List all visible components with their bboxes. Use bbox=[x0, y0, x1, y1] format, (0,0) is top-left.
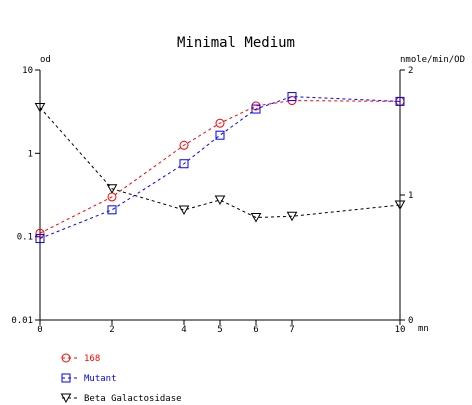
legend-marker-mutant bbox=[61, 373, 71, 383]
data-point-beta-galactosidase bbox=[394, 200, 406, 211]
x-tick-label: 5 bbox=[217, 325, 222, 335]
legend-marker-beta-galactosidase bbox=[60, 393, 72, 404]
legend-label-beta-galactosidase: Beta Galactosidase bbox=[84, 394, 182, 404]
chart-title: Minimal Medium bbox=[177, 35, 295, 51]
legend-marker-168 bbox=[61, 353, 71, 363]
x-tick-label: 0 bbox=[37, 325, 42, 335]
y-left-tick-label: 0.1 bbox=[17, 233, 33, 243]
data-point-168 bbox=[35, 228, 45, 238]
data-point-beta-galactosidase bbox=[250, 213, 262, 223]
legend: 168 Mutant Beta Galactosidase bbox=[60, 353, 182, 404]
data-point-mutant bbox=[179, 159, 189, 169]
data-point-mutant bbox=[287, 92, 297, 102]
legend-label-mutant: Mutant bbox=[84, 374, 117, 384]
data-point-mutant bbox=[215, 130, 225, 140]
data-point-beta-galactosidase bbox=[214, 195, 226, 206]
x-tick-label: 7 bbox=[289, 325, 294, 335]
series-line-mutant bbox=[39, 96, 401, 239]
x-tick-label: 2 bbox=[109, 325, 114, 335]
data-point-beta-galactosidase bbox=[34, 103, 46, 113]
legend-label-168: 168 bbox=[84, 354, 100, 364]
y-left-axis-label: od bbox=[40, 55, 51, 65]
x-axis-unit-label: mn bbox=[418, 324, 429, 334]
x-tick-label: 10 bbox=[395, 325, 406, 335]
x-tick-label: 6 bbox=[253, 325, 258, 335]
data-point-mutant bbox=[35, 234, 45, 244]
y-right-axis-label: nmole/min/OD bbox=[400, 55, 465, 65]
data-point-mutant bbox=[107, 205, 117, 215]
y-right-tick-label: 1 bbox=[408, 191, 413, 201]
data-point-mutant bbox=[251, 104, 261, 114]
data-point-beta-galactosidase bbox=[178, 205, 190, 216]
data-point-168 bbox=[179, 140, 189, 150]
y-left-tick-label: 0.01 bbox=[11, 316, 33, 326]
data-point-beta-galactosidase bbox=[286, 211, 298, 222]
y-left-tick-label: 10 bbox=[22, 66, 33, 76]
data-point-168 bbox=[215, 118, 225, 128]
y-right-tick-label: 2 bbox=[408, 66, 413, 76]
x-tick-label: 4 bbox=[181, 325, 186, 335]
series-line-168 bbox=[39, 100, 401, 234]
data-point-mutant bbox=[395, 96, 405, 106]
y-left-tick-label: 1 bbox=[28, 149, 33, 159]
y-right-tick-label: 0 bbox=[408, 316, 413, 326]
series-line-beta-galactosidase bbox=[39, 107, 401, 219]
series-layer bbox=[34, 92, 406, 244]
data-point-beta-galactosidase bbox=[106, 184, 118, 194]
